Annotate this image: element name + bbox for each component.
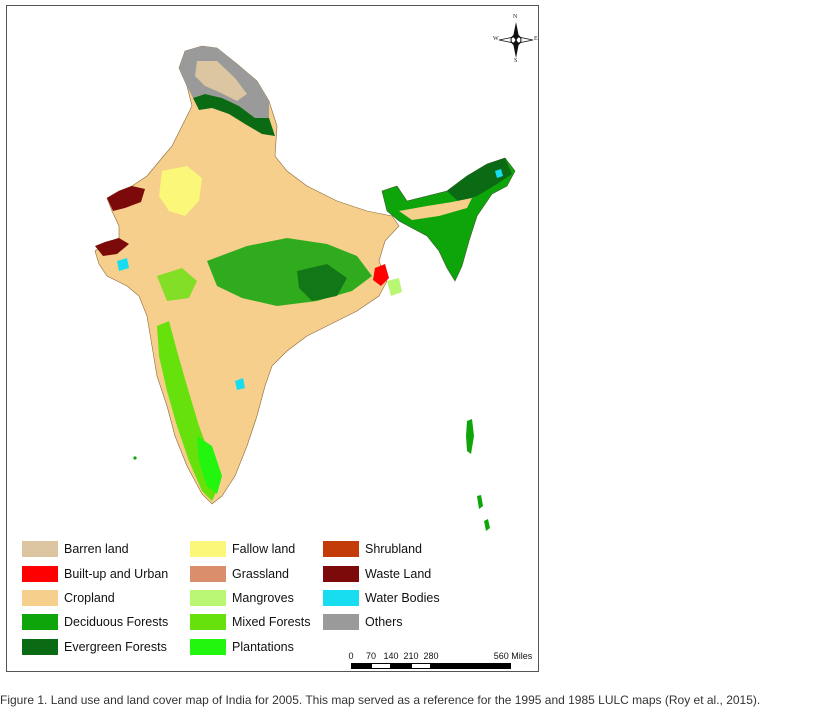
compass-south: S <box>514 58 518 64</box>
scale-tick-label: 140 <box>383 651 399 661</box>
scale-tick-label: 280 <box>423 651 439 661</box>
legend-item-grassland: Grassland <box>190 564 289 584</box>
india-land-cover-map <box>94 45 516 531</box>
scale-segment <box>351 663 371 669</box>
scale-tick-label: 210 <box>403 651 419 661</box>
compass-east: E <box>534 36 538 42</box>
gujarat-waste-land <box>95 238 129 256</box>
himalayan-forest <box>193 94 275 136</box>
delta-mangroves <box>387 278 402 296</box>
legend-item-shrubland: Shrubland <box>323 539 422 559</box>
lakshadweep-islands <box>133 456 137 460</box>
legend-swatch <box>190 639 226 655</box>
gujarat-water <box>117 258 129 271</box>
scale-segment <box>371 663 391 669</box>
legend-item-waste-land: Waste Land <box>323 564 431 584</box>
scale-segment <box>391 663 411 669</box>
compass-rose-icon <box>498 22 534 58</box>
legend-item-mixed-forests: Mixed Forests <box>190 612 311 632</box>
scale-segment <box>431 663 511 669</box>
legend-swatch <box>22 639 58 655</box>
brahmaputra-valley-cropland <box>399 198 472 220</box>
legend-item-plantations: Plantations <box>190 637 294 657</box>
nicobar-islands <box>477 495 490 531</box>
scale-bar: 0 70 140 210 280 560 Miles <box>348 651 541 673</box>
mixed-forest-patch <box>157 268 197 301</box>
map-frame: N S W E Barren land Built-up and Urban C… <box>6 5 539 672</box>
legend-swatch <box>190 614 226 630</box>
northeast-water <box>495 169 503 178</box>
compass-west: W <box>493 36 499 42</box>
legend-swatch <box>190 541 226 557</box>
legend-item-mangroves: Mangroves <box>190 588 294 608</box>
eastern-forest <box>297 264 347 301</box>
legend-item-others: Others <box>323 612 403 632</box>
scale-tick-label: 0 <box>348 651 354 661</box>
scale-segment <box>411 663 431 669</box>
north-arrow-compass: N S W E <box>493 14 539 64</box>
legend-swatch <box>190 590 226 606</box>
legend-item-barren-land: Barren land <box>22 539 129 559</box>
scale-tick-label: 70 <box>365 651 377 661</box>
himalayan-barren <box>195 61 247 101</box>
legend-item-built-up-urban: Built-up and Urban <box>22 564 168 584</box>
southern-plantations <box>197 436 222 494</box>
scale-tick-label: 560 Miles <box>493 651 533 661</box>
legend-item-water-bodies: Water Bodies <box>323 588 440 608</box>
legend-swatch <box>190 566 226 582</box>
legend-swatch <box>22 614 58 630</box>
legend-item-cropland: Cropland <box>22 588 115 608</box>
compass-north: N <box>513 14 518 20</box>
central-reservoir <box>235 378 245 390</box>
legend-item-fallow-land: Fallow land <box>190 539 295 559</box>
figure-caption: Figure 1. Land use and land cover map of… <box>0 693 761 707</box>
legend-swatch <box>323 541 359 557</box>
thar-fallow-land <box>159 166 202 216</box>
legend-swatch <box>22 541 58 557</box>
legend-item-evergreen-forests: Evergreen Forests <box>22 637 167 657</box>
andaman-islands <box>466 419 474 454</box>
northeast-evergreen <box>447 158 512 202</box>
legend-swatch <box>22 566 58 582</box>
legend-item-deciduous-forests: Deciduous Forests <box>22 612 168 632</box>
legend-swatch <box>323 590 359 606</box>
eastern-coast-urban <box>373 264 389 286</box>
legend-swatch <box>323 566 359 582</box>
legend-swatch <box>22 590 58 606</box>
kutch-waste-land <box>107 186 145 211</box>
legend-swatch <box>323 614 359 630</box>
